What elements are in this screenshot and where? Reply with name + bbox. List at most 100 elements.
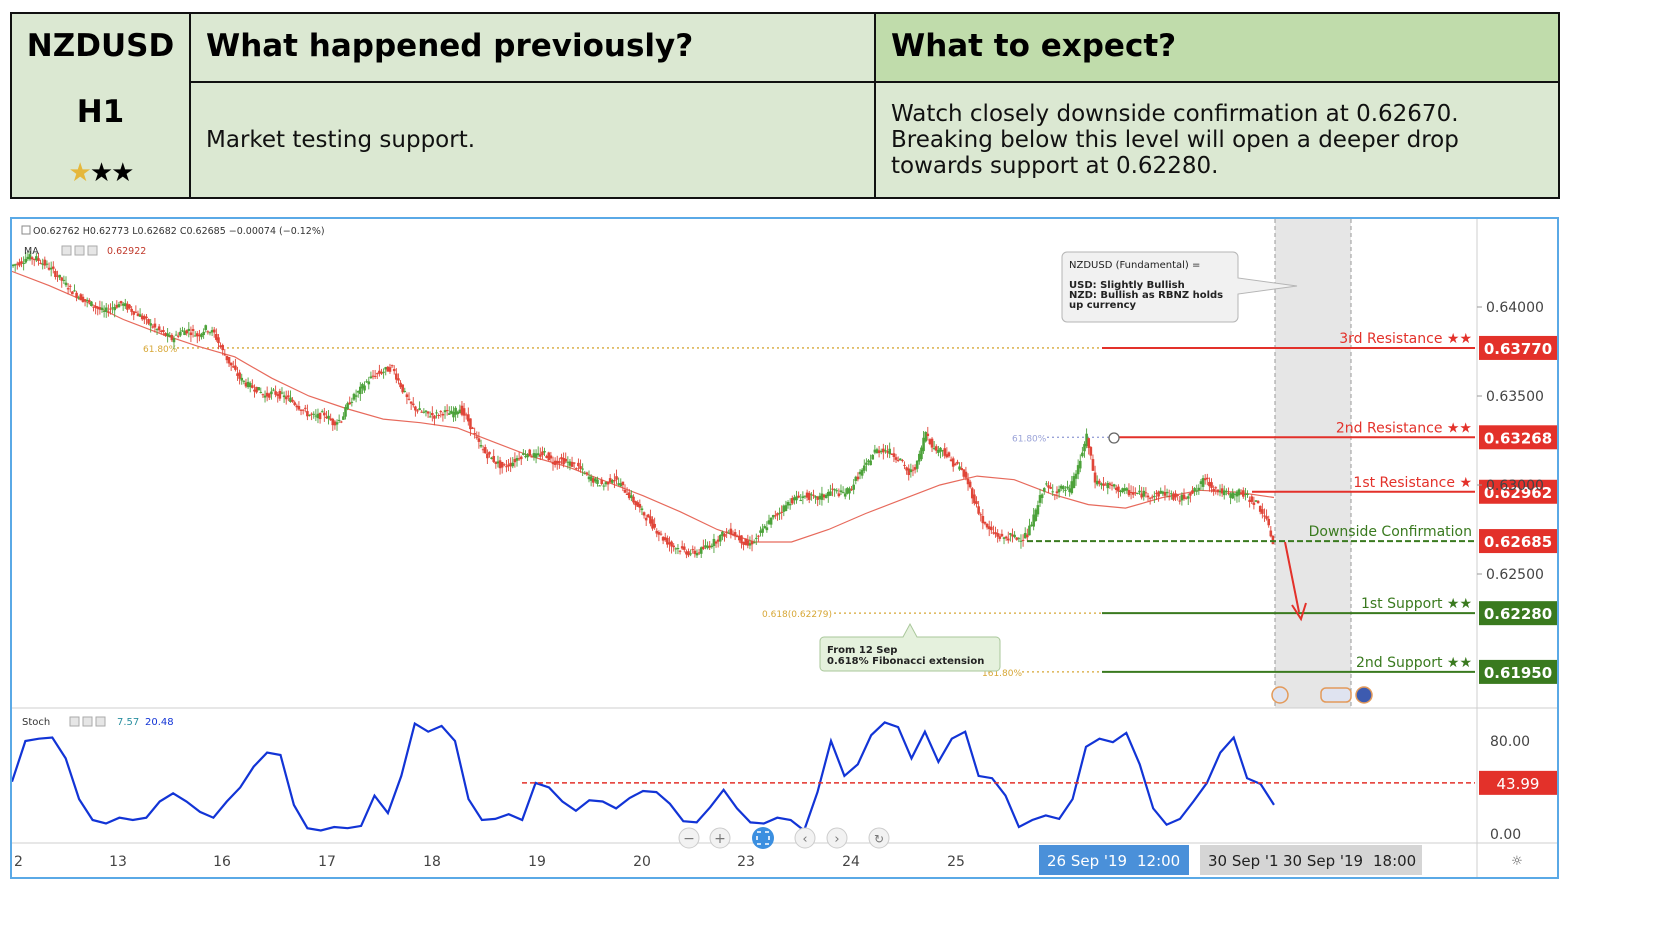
reset-chart-button[interactable]: [868, 827, 890, 849]
candle-body: [79, 294, 83, 301]
eye-icon[interactable]: [61, 245, 72, 256]
candle-body: [94, 306, 97, 308]
time-axis[interactable]: 2 13 16 17 18 19 20 23 24 25 26 Sep '19 12:00 30 Sep…: [14, 845, 1422, 875]
settings-gear-icon[interactable]: ☼: [1511, 854, 1523, 869]
candle-body: [549, 455, 553, 459]
candle-body: [526, 454, 529, 458]
close-icon[interactable]: [87, 245, 98, 256]
candle-body: [66, 288, 70, 290]
candle-body: [380, 371, 383, 374]
scroll-left-button[interactable]: [794, 827, 816, 849]
candle-body: [594, 478, 597, 482]
candle-body: [191, 328, 195, 332]
settings-icon[interactable]: [82, 716, 93, 727]
candle-body: [498, 460, 502, 469]
candle-body: [532, 453, 536, 457]
previous-header-cell: What happened previously?: [191, 14, 876, 83]
reset-zoom-button[interactable]: [752, 827, 774, 849]
candle-body: [1038, 495, 1042, 503]
candle-body: [918, 453, 921, 462]
expect-header: What to expect?: [891, 28, 1177, 64]
candle-body: [1028, 525, 1031, 536]
candle-body: [452, 411, 455, 418]
event-flag-icon[interactable]: [1320, 687, 1352, 703]
candle-body: [505, 466, 508, 468]
stoch-tick-label: 0.00: [1490, 827, 1521, 843]
candle-body: [433, 415, 436, 419]
candle-body: [1013, 534, 1016, 538]
candle-body: [121, 303, 125, 306]
candle-body: [1072, 476, 1076, 489]
candle-body: [164, 332, 167, 336]
candle-body: [920, 447, 923, 460]
candle-body: [581, 468, 584, 470]
candlesticks: [11, 250, 1275, 559]
candle-body: [153, 323, 157, 328]
candle-body: [545, 455, 548, 458]
candle-body: [49, 267, 53, 270]
candle-body: [257, 387, 260, 391]
price-axis[interactable]: 0.64000 0.63500 0.63000 0.62500: [1477, 300, 1544, 583]
settings-icon[interactable]: [74, 245, 85, 256]
candle-body: [966, 478, 970, 485]
candle-body: [327, 415, 330, 419]
candle-body: [261, 394, 265, 396]
candle-body: [803, 495, 807, 497]
close-icon[interactable]: [95, 716, 106, 727]
candle-body: [926, 433, 930, 437]
candle-body: [1087, 438, 1091, 448]
zoom-out-button[interactable]: [678, 827, 700, 849]
ma-label: MA: [24, 246, 39, 257]
eye-icon[interactable]: [69, 716, 80, 727]
event-flag-icon[interactable]: [1355, 686, 1373, 704]
candle-body: [270, 391, 273, 395]
scroll-right-button[interactable]: [826, 827, 848, 849]
candle-body: [1004, 536, 1008, 539]
candle-body: [176, 335, 180, 337]
level-name: Downside Confirmation: [1309, 524, 1472, 540]
candle-body: [58, 274, 61, 278]
level-price-tag: [1479, 529, 1557, 554]
candle-body: [132, 311, 136, 315]
candle-body: [1155, 492, 1158, 494]
candle-body: [384, 367, 388, 370]
candle-body: [375, 373, 379, 375]
candle-body: [519, 456, 523, 460]
candle-body: [104, 307, 108, 313]
candle-body: [1176, 494, 1179, 496]
candle-body: [606, 481, 610, 485]
candle-body: [85, 299, 89, 301]
candle-body: [862, 465, 866, 471]
candle-body: [814, 496, 817, 498]
candle-body: [693, 550, 697, 555]
chart-nav-controls[interactable]: − + ‹ › ↻: [678, 827, 890, 849]
candle-body: [524, 456, 527, 458]
candle-body: [185, 330, 188, 334]
candle-body: [511, 462, 515, 467]
candle-body: [1233, 493, 1237, 495]
candle-body: [998, 536, 1002, 539]
event-flag-icon[interactable]: [1271, 686, 1289, 704]
candle-body: [973, 494, 976, 504]
candle-body: [168, 335, 172, 337]
collapse-icon[interactable]: [21, 225, 31, 235]
candle-body: [350, 401, 354, 403]
candle-body: [687, 551, 690, 556]
candle-body: [469, 418, 472, 430]
candle-body: [157, 326, 161, 331]
candle-body: [818, 495, 822, 500]
swing-high-marker[interactable]: [1108, 432, 1120, 444]
candle-body: [968, 481, 972, 488]
candle-body: [977, 506, 980, 514]
candle-body: [1136, 492, 1139, 494]
candle-body: [1119, 490, 1122, 493]
candle-body: [1231, 492, 1235, 499]
stochastic-oscillator: 43.99: [10, 721, 1557, 833]
candle-body: [653, 523, 656, 528]
candle-body: [73, 290, 76, 292]
chart-svg[interactable]: 61.80% 61.80% 0.618(0.62279) 161.80% 3rd Re…: [10, 219, 1557, 877]
candle-body: [1134, 492, 1137, 494]
ohlc-legend: O0.62762 H0.62773 L0.62682 C0.62685 −0.0…: [21, 225, 325, 257]
zoom-in-button[interactable]: [709, 827, 731, 849]
candle-body: [1265, 516, 1268, 519]
